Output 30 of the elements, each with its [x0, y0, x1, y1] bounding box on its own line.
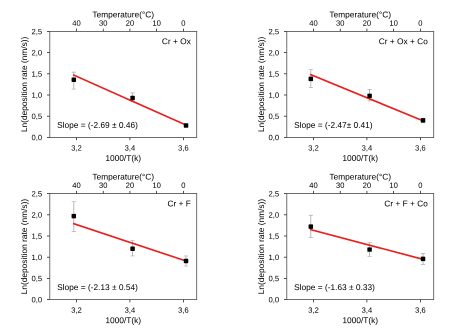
- point: [367, 94, 372, 98]
- y-axis-title: Ln(deposition rate (nm/s)): [20, 37, 29, 132]
- annotation: Slope = (-2.69 ± 0.46): [57, 122, 138, 130]
- x-axis-title: 1000/T(k): [106, 317, 141, 325]
- annotation: Slope = (-1.63 ± 0.33): [294, 284, 374, 292]
- annotation: Slope = (-2.13 ± 0.54): [57, 284, 138, 292]
- point: [72, 77, 76, 82]
- point: [130, 246, 135, 251]
- annotation: Slope = (-2.47± 0.41): [294, 122, 372, 130]
- point: [308, 76, 314, 82]
- point: [72, 214, 76, 218]
- x2-axis-title: Temperature(°C): [330, 11, 391, 20]
- point: [420, 256, 426, 262]
- point: [367, 247, 372, 252]
- annotation: Cr + F: [168, 200, 190, 206]
- x-axis-title: 1000/T(k): [343, 154, 378, 163]
- y-axis-title: Ln(deposition rate (nm/s)): [258, 199, 266, 294]
- annotation: Cr + Ox: [162, 38, 191, 44]
- y-axis-title: Ln(deposition rate (nm/s)): [20, 199, 29, 294]
- x2-axis-title: Temperature(°C): [92, 174, 154, 182]
- y-axis-title: Ln(deposition rate (nm/s)): [258, 37, 266, 132]
- point: [130, 96, 135, 100]
- x2-axis-title: Temperature(°C): [330, 174, 391, 182]
- point: [184, 258, 188, 264]
- x-axis-title: 1000/T(k): [106, 154, 141, 163]
- annotation: Cr + F + Co: [384, 200, 428, 206]
- annotation: Cr + Ox + Co: [379, 38, 428, 44]
- x-axis-title: 1000/T(k): [343, 317, 378, 325]
- x2-axis-title: Temperature(°C): [92, 11, 154, 20]
- point: [308, 224, 314, 229]
